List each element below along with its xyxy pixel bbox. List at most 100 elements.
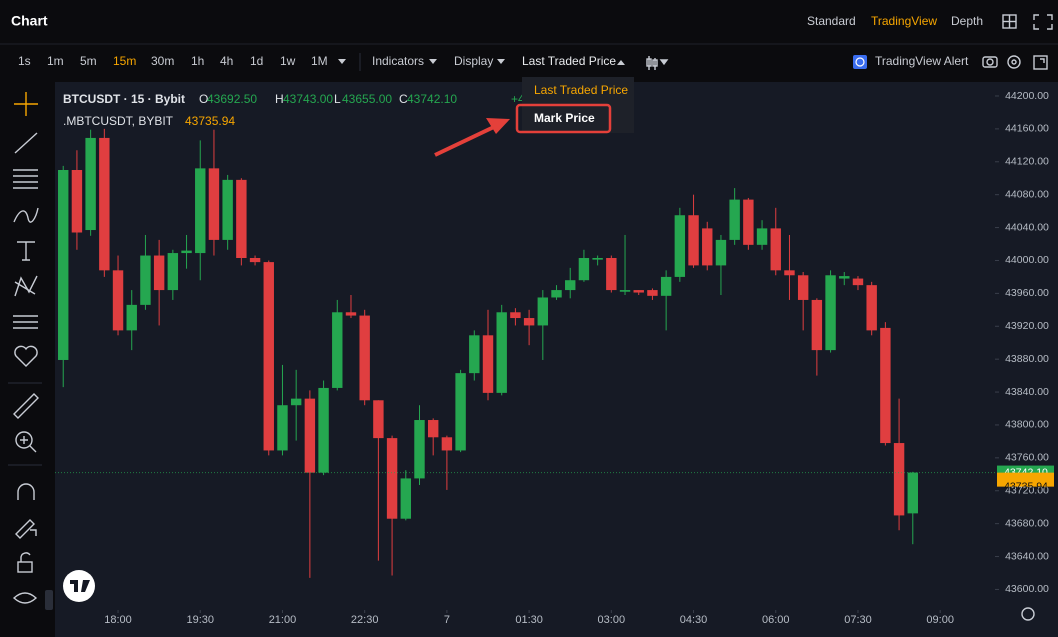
dropdown-item[interactable]: Mark Price xyxy=(534,111,595,125)
candle-body xyxy=(688,215,699,266)
alert-icon[interactable] xyxy=(853,55,867,69)
lock-draw-tool[interactable] xyxy=(15,519,37,539)
zoom-tool[interactable] xyxy=(15,431,37,453)
candle-body xyxy=(99,137,110,271)
x-tick-label: 7 xyxy=(444,614,450,626)
interval-button[interactable]: 4h xyxy=(220,54,233,68)
candle-body xyxy=(496,312,507,393)
candle-body xyxy=(304,398,316,473)
visibility-tool[interactable] xyxy=(12,592,38,604)
candle-body xyxy=(551,290,562,298)
fib-tool[interactable] xyxy=(13,169,38,189)
legend-value: 43743.00 xyxy=(283,92,333,106)
magnet-tool[interactable] xyxy=(17,483,35,500)
y-tick-label: 43600.00 xyxy=(1005,583,1049,595)
screenshot-icon[interactable] xyxy=(982,56,998,68)
view-tab[interactable]: Depth xyxy=(951,14,983,28)
view-tab[interactable]: Standard xyxy=(807,14,856,28)
favorites-tool[interactable] xyxy=(14,345,38,367)
menu-caret xyxy=(617,60,625,65)
x-tick-label: 19:30 xyxy=(186,614,214,626)
x-tick-label: 18:00 xyxy=(104,614,132,626)
brush-tool[interactable] xyxy=(13,207,39,223)
lock-tool[interactable] xyxy=(17,552,33,573)
legend-key: H xyxy=(275,92,284,106)
trendline-tool[interactable] xyxy=(14,132,38,154)
interval-button[interactable]: 1d xyxy=(250,54,263,68)
candle-body xyxy=(565,280,576,291)
tv-logo-mark xyxy=(70,580,90,592)
crosshair-tool[interactable] xyxy=(14,92,38,116)
interval-button[interactable]: 1m xyxy=(47,54,64,68)
candle-body xyxy=(811,299,823,351)
interval-button[interactable]: 1s xyxy=(18,54,31,68)
candle-body xyxy=(797,275,809,300)
menu-button[interactable]: Last Traded Price xyxy=(522,54,616,68)
candle-body xyxy=(345,312,357,316)
plot-area xyxy=(55,82,995,610)
y-tick-label: 44040.00 xyxy=(1005,221,1049,233)
x-tick-label: 07:30 xyxy=(844,614,872,626)
collapse-toolbar[interactable] xyxy=(45,590,53,610)
candle-body xyxy=(784,270,795,276)
candle-body xyxy=(482,335,494,393)
menu-button[interactable]: Indicators xyxy=(372,54,424,68)
candle-body xyxy=(414,420,425,479)
y-tick-label: 44120.00 xyxy=(1005,156,1049,168)
interval-more[interactable] xyxy=(338,59,346,64)
y-tick-label: 43840.00 xyxy=(1005,386,1049,398)
candle-body xyxy=(907,472,918,514)
candle-body xyxy=(825,275,836,351)
interval-button[interactable]: 15m xyxy=(113,54,136,68)
candle-body xyxy=(427,420,439,438)
legend-value: 43655.00 xyxy=(342,92,392,106)
interval-button[interactable]: 30m xyxy=(151,54,174,68)
legend-symbol: BTCUSDT · 15 · Bybit xyxy=(63,92,185,106)
price-label: 43735.94 xyxy=(1004,480,1048,492)
interval-button[interactable]: 1h xyxy=(191,54,204,68)
interval-button[interactable]: 1M xyxy=(311,54,328,68)
pattern-tool[interactable] xyxy=(14,275,38,297)
fullscreen-icon[interactable] xyxy=(1033,14,1053,30)
alert-icon-clock xyxy=(855,57,865,67)
annotation-arrow-head xyxy=(486,118,510,134)
candle-body xyxy=(318,387,329,473)
y-tick-label: 43800.00 xyxy=(1005,419,1049,431)
candle-body xyxy=(756,228,768,245)
candle-body xyxy=(263,262,274,451)
prediction-tool[interactable] xyxy=(13,315,38,329)
alert-button[interactable]: TradingView Alert xyxy=(875,54,969,68)
candle-body xyxy=(619,290,631,292)
highlight-box xyxy=(515,103,612,134)
y-tick-label: 43880.00 xyxy=(1005,353,1049,365)
measure-tool[interactable] xyxy=(13,393,39,419)
x-tick-label: 03:00 xyxy=(598,614,626,626)
candle-body xyxy=(222,179,233,240)
dropdown-item[interactable]: Last Traded Price xyxy=(534,83,628,97)
y-tick-label: 43760.00 xyxy=(1005,452,1049,464)
candle-body xyxy=(140,255,151,305)
chart-type-icon[interactable] xyxy=(646,56,669,70)
candle-body xyxy=(167,253,179,291)
interval-button[interactable]: 1w xyxy=(280,54,296,68)
candle-body xyxy=(277,405,288,451)
layout-icon[interactable] xyxy=(1002,14,1017,29)
candle-body xyxy=(660,276,672,296)
interval-button[interactable]: 5m xyxy=(80,54,97,68)
expand-icon[interactable] xyxy=(1033,55,1048,70)
axis-settings-icon[interactable] xyxy=(1021,607,1035,621)
x-tick-label: 22:30 xyxy=(351,614,379,626)
candle-body xyxy=(592,258,603,260)
legend-mark-value: 43735.94 xyxy=(185,114,235,128)
candle-body xyxy=(880,327,891,444)
menu-button[interactable]: Display xyxy=(454,54,493,68)
settings-icon[interactable] xyxy=(1007,55,1021,69)
text-tool[interactable] xyxy=(17,241,35,261)
y-tick-label: 44000.00 xyxy=(1005,254,1049,266)
y-tick-label: 44160.00 xyxy=(1005,123,1049,135)
x-tick-label: 01:30 xyxy=(515,614,543,626)
view-tab[interactable]: TradingView xyxy=(871,14,937,28)
candle-body xyxy=(606,258,617,291)
candle-body xyxy=(126,304,137,331)
